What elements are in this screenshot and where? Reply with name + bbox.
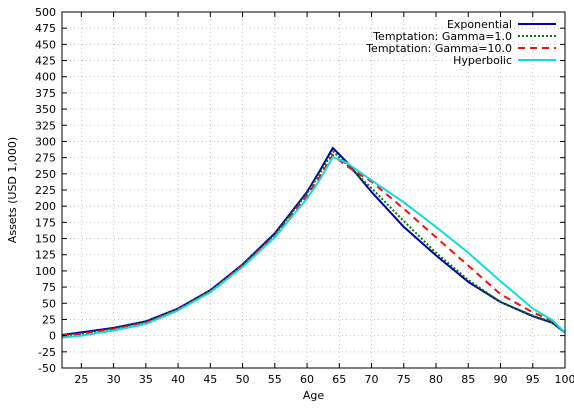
y-tick-label: 375 xyxy=(35,87,56,100)
y-tick-label: 300 xyxy=(35,135,56,148)
x-tick-label: 70 xyxy=(365,373,379,386)
y-tick-label: 500 xyxy=(35,6,56,19)
y-tick-label: 0 xyxy=(49,330,56,343)
x-tick-label: 35 xyxy=(139,373,153,386)
x-tick-label: 40 xyxy=(171,373,185,386)
y-tick-label: 200 xyxy=(35,200,56,213)
y-tick-label: 350 xyxy=(35,103,56,116)
y-tick-label: 250 xyxy=(35,168,56,181)
x-tick-label: 50 xyxy=(236,373,250,386)
y-tick-label: 150 xyxy=(35,233,56,246)
y-tick-label: 50 xyxy=(42,297,56,310)
legend-label: Hyperbolic xyxy=(453,54,512,67)
series-line-0 xyxy=(62,148,565,335)
y-tick-label: 325 xyxy=(35,119,56,132)
y-tick-label: 275 xyxy=(35,152,56,165)
x-tick-label: 45 xyxy=(203,373,217,386)
x-axis-label: Age xyxy=(303,389,325,402)
x-tick-label: 65 xyxy=(332,373,346,386)
y-tick-label: 400 xyxy=(35,71,56,84)
y-tick-label: 225 xyxy=(35,184,56,197)
x-tick-label: 55 xyxy=(268,373,282,386)
x-tick-label: 25 xyxy=(74,373,88,386)
series-line-1 xyxy=(62,151,565,335)
y-axis-label: Assets (USD 1,000) xyxy=(6,137,19,243)
y-tick-label: -25 xyxy=(38,346,56,359)
x-tick-label: 85 xyxy=(461,373,475,386)
y-tick-label: 125 xyxy=(35,249,56,262)
x-tick-label: 80 xyxy=(429,373,443,386)
y-tick-label: 175 xyxy=(35,216,56,229)
series-line-3 xyxy=(62,157,565,338)
x-tick-label: 100 xyxy=(555,373,574,386)
x-tick-label: 90 xyxy=(494,373,508,386)
y-tick-label: 100 xyxy=(35,265,56,278)
y-tick-label: 425 xyxy=(35,55,56,68)
y-tick-label: 450 xyxy=(35,38,56,51)
x-tick-label: 60 xyxy=(300,373,314,386)
x-tick-label: 95 xyxy=(526,373,540,386)
x-tick-label: 75 xyxy=(397,373,411,386)
x-tick-label: 30 xyxy=(107,373,121,386)
y-tick-label: 25 xyxy=(42,313,56,326)
y-tick-label: 75 xyxy=(42,281,56,294)
y-tick-label: -50 xyxy=(38,362,56,375)
series-lines xyxy=(62,148,565,338)
y-tick-label: 475 xyxy=(35,22,56,35)
